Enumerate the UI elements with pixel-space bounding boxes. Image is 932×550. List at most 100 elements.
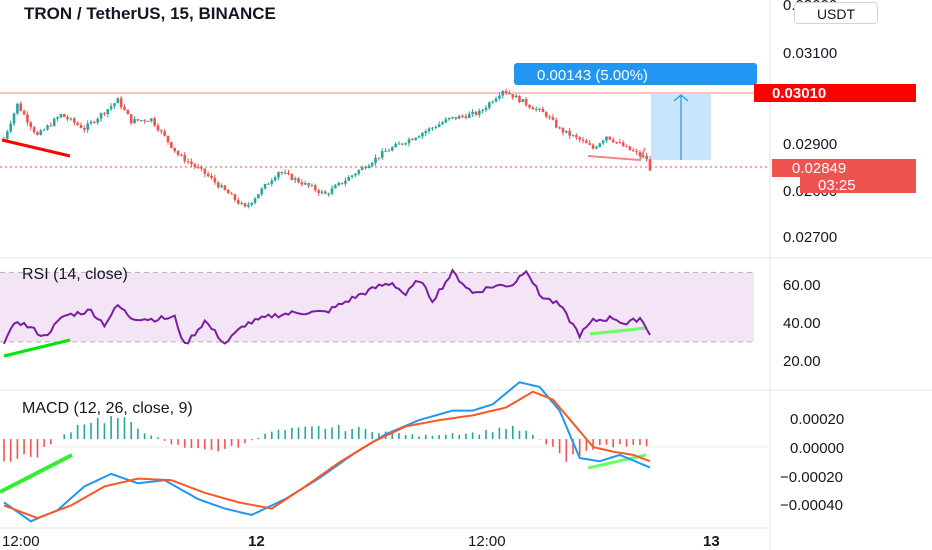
candle-body bbox=[645, 155, 648, 160]
candle-body bbox=[350, 175, 354, 178]
resistance-tag bbox=[754, 84, 916, 102]
candle-body bbox=[504, 91, 508, 94]
candle-body bbox=[397, 143, 401, 145]
candle-body bbox=[511, 94, 515, 98]
rsi-tick-3: 20.00 bbox=[783, 353, 821, 370]
candle-body bbox=[83, 128, 86, 130]
candle-body bbox=[230, 193, 233, 195]
candle-body bbox=[233, 194, 237, 201]
currency-selector[interactable]: USDT bbox=[794, 2, 878, 24]
candle-body bbox=[605, 136, 608, 141]
candle-body bbox=[591, 144, 595, 149]
candle-body bbox=[524, 99, 528, 105]
candle-body bbox=[581, 139, 585, 141]
time-tick-1: 12:00 bbox=[2, 533, 40, 550]
candle-body bbox=[163, 131, 166, 136]
candle-body bbox=[384, 150, 387, 152]
trendline-macd-up[interactable] bbox=[0, 453, 73, 494]
macd-tick-2: 0.00000 bbox=[790, 440, 844, 457]
candle-body bbox=[521, 99, 525, 103]
candle-body bbox=[488, 102, 491, 108]
candle-body bbox=[518, 95, 521, 103]
trendline-price-recent[interactable] bbox=[587, 147, 646, 162]
candle-body bbox=[143, 120, 146, 122]
candle-body bbox=[467, 113, 471, 118]
candle-body bbox=[407, 139, 411, 144]
candle-body bbox=[293, 178, 297, 180]
candle-body bbox=[267, 183, 270, 185]
candle-body bbox=[173, 147, 177, 152]
candle-body bbox=[370, 162, 374, 166]
candle-body bbox=[360, 167, 364, 171]
candle-body bbox=[648, 159, 652, 171]
candle-body bbox=[595, 146, 598, 149]
candle-body bbox=[441, 122, 444, 125]
rsi-tick-2: 40.00 bbox=[783, 315, 821, 332]
candle-body bbox=[638, 152, 642, 157]
candle-body bbox=[551, 117, 555, 120]
candle-body bbox=[484, 107, 488, 110]
time-tick-3: 12:00 bbox=[468, 533, 506, 550]
candle-body bbox=[46, 125, 49, 130]
candle-body bbox=[621, 142, 625, 147]
trendline-price-down[interactable] bbox=[1, 138, 71, 158]
candle-body bbox=[113, 103, 116, 107]
measure-label-box bbox=[514, 63, 757, 85]
macd-signal-line bbox=[3, 390, 651, 520]
candle-body bbox=[431, 127, 434, 129]
candle-body bbox=[56, 117, 59, 119]
trendline-macd-recent[interactable] bbox=[587, 453, 647, 470]
candle-body bbox=[196, 166, 200, 168]
candle-body bbox=[464, 116, 468, 118]
candle-body bbox=[139, 120, 143, 122]
measure-label: 0.00143 (5.00%) bbox=[537, 67, 648, 84]
candle-body bbox=[243, 203, 247, 207]
candle-body bbox=[6, 131, 9, 139]
candle-body bbox=[568, 130, 571, 136]
candle-body bbox=[421, 133, 424, 137]
candle-body bbox=[59, 114, 63, 118]
candle-body bbox=[280, 172, 284, 174]
candle-body bbox=[270, 180, 274, 184]
candle-body bbox=[213, 177, 217, 183]
candle-body bbox=[273, 177, 277, 181]
candle-body bbox=[49, 125, 53, 127]
candle-body bbox=[32, 127, 36, 133]
macd-line bbox=[3, 381, 651, 523]
candle-body bbox=[206, 173, 210, 177]
candle-body bbox=[585, 140, 588, 144]
resistance-tag-label: 0.03010 bbox=[772, 85, 826, 102]
candle-body bbox=[538, 108, 541, 110]
candle-body bbox=[183, 154, 187, 162]
candle-body bbox=[260, 188, 264, 195]
candle-body bbox=[26, 114, 29, 123]
candle-body bbox=[42, 129, 46, 131]
candle-body bbox=[216, 182, 220, 188]
candle-body bbox=[534, 108, 538, 110]
candle-body bbox=[277, 172, 280, 178]
candle-body bbox=[615, 141, 618, 143]
countdown-label: 03:25 bbox=[818, 177, 856, 194]
candle-body bbox=[474, 111, 478, 115]
candle-body bbox=[334, 185, 337, 189]
candle-body bbox=[367, 165, 371, 169]
candle-body bbox=[625, 146, 628, 148]
candle-body bbox=[146, 121, 150, 123]
candle-body bbox=[575, 135, 578, 138]
candle-body bbox=[498, 95, 501, 99]
candle-body bbox=[29, 122, 33, 128]
trendline-rsi-recent[interactable] bbox=[589, 326, 647, 336]
macd-tick-3: −0.00020 bbox=[780, 469, 843, 486]
candle-body bbox=[22, 110, 26, 115]
candle-body bbox=[642, 155, 645, 157]
candle-body bbox=[303, 183, 307, 185]
price-tick-3: 0.02700 bbox=[783, 229, 837, 246]
trendline-rsi-up[interactable] bbox=[3, 338, 71, 358]
candle-body bbox=[226, 189, 230, 194]
candle-body bbox=[514, 95, 518, 98]
candle-body bbox=[263, 184, 267, 189]
candle-body bbox=[317, 190, 320, 193]
candle-body bbox=[136, 119, 140, 121]
candle-body bbox=[283, 172, 287, 174]
